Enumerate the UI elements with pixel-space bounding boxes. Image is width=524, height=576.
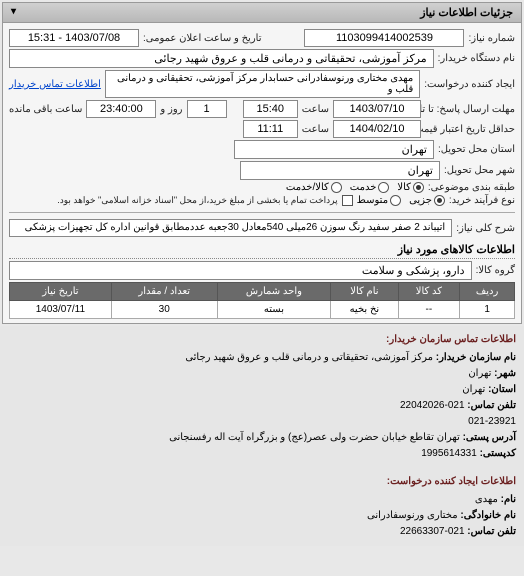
req-phone-value: 021-22663307 xyxy=(400,526,465,537)
td-qty: 30 xyxy=(111,301,217,319)
deadline-time: 15:40 xyxy=(243,100,298,118)
org-label: نام سازمان خریدار: xyxy=(436,352,516,363)
purchase-note: پرداخت تمام یا بخشی از مبلغ خرید،از محل … xyxy=(57,195,337,206)
address-label: آدرس پستی: xyxy=(463,432,516,443)
td-unit: بسته xyxy=(217,301,331,319)
td-date: 1403/07/11 xyxy=(10,301,112,319)
city-value: تهران xyxy=(468,368,491,379)
public-time-label: تاریخ و ساعت اعلان عمومی: xyxy=(143,33,262,44)
buyer-org-value: مرکز آموزشی، تحقیقاتی و درمانی قلب و عرو… xyxy=(9,49,434,68)
requester-contact-title: اطلاعات ایجاد کننده درخواست: xyxy=(8,474,516,490)
subject-group-label: طبقه بندی موضوعی: xyxy=(428,182,515,193)
panel-body: شماره نیاز: 1103099414002539 تاریخ و ساع… xyxy=(3,23,521,323)
family-label: نام خانوادگی: xyxy=(460,510,516,521)
buyer-contact-title: اطلاعات تماس سازمان خریدار: xyxy=(8,332,516,348)
radio-dot-icon xyxy=(331,182,342,193)
need-number-label: شماره نیاز: xyxy=(468,33,515,44)
delivery-city: تهران xyxy=(240,161,440,180)
need-number-value: 1103099414002539 xyxy=(304,29,464,47)
requester-value: مهدی مختاری ورنوسفادرانی حسابدار مرکز آم… xyxy=(105,70,420,98)
th-unit: واحد شمارش xyxy=(217,283,331,301)
purchase-type-label: نوع فرآیند خرید: xyxy=(449,195,515,206)
buyer-org-label: نام دستگاه خریدار: xyxy=(438,53,515,64)
td-code: -- xyxy=(398,301,460,319)
need-desc-label: شرح کلی نیاز: xyxy=(456,223,515,234)
name-label: نام: xyxy=(501,494,516,505)
th-code: کد کالا xyxy=(398,283,460,301)
buyer-contact-block: اطلاعات تماس سازمان خریدار: نام سازمان خ… xyxy=(0,326,524,468)
radio-dot-icon xyxy=(390,195,401,206)
goods-group-label: گروه کالا: xyxy=(476,265,515,276)
goods-table: ردیف کد کالا نام کالا واحد شمارش تعداد /… xyxy=(9,282,515,319)
radio-dot-icon xyxy=(378,182,389,193)
requester-label: ایجاد کننده درخواست: xyxy=(424,79,515,90)
radio-medium[interactable]: متوسط xyxy=(357,195,401,206)
validity-time-label: ساعت xyxy=(302,124,329,135)
panel-title: جزئیات اطلاعات نیاز xyxy=(420,7,513,19)
treasury-checkbox[interactable] xyxy=(342,195,353,206)
buyer-contact-link[interactable]: اطلاعات تماس خریدار xyxy=(9,79,101,90)
validity-time: 11:11 xyxy=(243,120,298,138)
need-desc: اتیباند 2 صفر سفید رنگ سوزن 26میلی 540مع… xyxy=(9,219,452,237)
deadline-time-label: ساعت xyxy=(302,104,329,115)
collapse-icon: ▾ xyxy=(11,6,16,17)
deadline-date: 1403/07/10 xyxy=(333,100,421,118)
requester-contact-block: اطلاعات ایجاد کننده درخواست: نام: مهدی ن… xyxy=(0,468,524,546)
validity-label: حداقل تاریخ اعتبار قیمت: تا تاریخ: xyxy=(425,124,515,135)
table-header-row: ردیف کد کالا نام کالا واحد شمارش تعداد /… xyxy=(10,283,515,301)
family-value: مختاری ورنوسفادرانی xyxy=(367,510,458,521)
radio-dot-icon xyxy=(413,182,424,193)
postal-value: 1995614331 xyxy=(421,448,477,459)
remain-label: ساعت باقی مانده xyxy=(9,104,82,115)
name-value: مهدی xyxy=(475,494,498,505)
radio-goods-service[interactable]: کالا/خدمت xyxy=(286,182,342,193)
public-time-value: 1403/07/08 - 15:31 xyxy=(9,29,139,47)
validity-date: 1404/02/10 xyxy=(333,120,421,138)
city-label: شهر: xyxy=(494,368,516,379)
goods-group: دارو، پزشکی و سلامت xyxy=(9,261,472,280)
td-row: 1 xyxy=(460,301,515,319)
postal-label: کدپستی: xyxy=(480,448,516,459)
days-value: 1 xyxy=(187,100,227,118)
goods-info-title: اطلاعات کالاهای مورد نیاز xyxy=(9,243,515,259)
delivery-province: تهران xyxy=(234,140,434,159)
purchase-radio-group: جزیی متوسط xyxy=(357,195,445,206)
phone-label: تلفن تماس: xyxy=(467,400,516,411)
radio-service[interactable]: خدمت xyxy=(350,182,390,193)
radio-goods[interactable]: کالا xyxy=(397,182,424,193)
delivery-city-label: شهر محل تحویل: xyxy=(444,165,515,176)
address-value: تهران تقاطع خیابان حضرت ولی عصر(عج) و بز… xyxy=(169,432,460,443)
delivery-province-label: استان محل تحویل: xyxy=(438,144,515,155)
days-label: روز و xyxy=(160,104,182,115)
province-value: تهران xyxy=(462,384,485,395)
th-qty: تعداد / مقدار xyxy=(111,283,217,301)
org-value: مرکز آموزشی، تحقیقاتی و درمانی قلب و عرو… xyxy=(185,352,433,363)
panel-header[interactable]: جزئیات اطلاعات نیاز ▾ xyxy=(3,3,521,23)
radio-minor[interactable]: جزیی xyxy=(409,195,445,206)
th-name: نام کالا xyxy=(331,283,398,301)
th-date: تاریخ نیاز xyxy=(10,283,112,301)
req-phone-label: تلفن تماس: xyxy=(467,526,516,537)
table-row[interactable]: 1 -- نخ بخیه بسته 30 1403/07/11 xyxy=(10,301,515,319)
deadline-label: مهلت ارسال پاسخ: تا تاریخ: xyxy=(425,104,515,115)
th-row: ردیف xyxy=(460,283,515,301)
radio-dot-icon xyxy=(434,195,445,206)
td-name: نخ بخیه xyxy=(331,301,398,319)
subject-radio-group: کالا خدمت کالا/خدمت xyxy=(286,182,424,193)
remain-value: 23:40:00 xyxy=(86,100,156,118)
province-label: استان: xyxy=(488,384,516,395)
details-panel: جزئیات اطلاعات نیاز ▾ شماره نیاز: 110309… xyxy=(2,2,522,324)
